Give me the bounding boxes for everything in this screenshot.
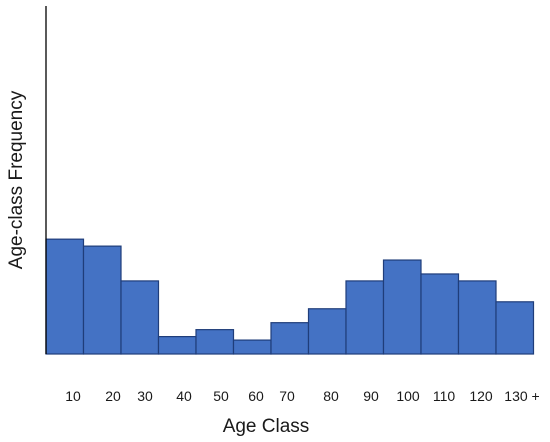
x-tick-label: 90 xyxy=(363,388,379,404)
bar-120 xyxy=(457,280,497,355)
x-tick-label: 100 xyxy=(396,388,420,404)
x-tick-label: 60 xyxy=(248,388,264,404)
x-tick-label: 110 xyxy=(433,388,456,404)
x-tick-label: 20 xyxy=(105,388,121,404)
x-axis-title: Age Class xyxy=(223,416,310,437)
bar-90 xyxy=(345,280,385,355)
bar-100 xyxy=(382,259,422,355)
x-tick-label: 70 xyxy=(279,388,295,404)
x-tick-labels: 10 20 30 40 50 60 70 80 90 100 110 120 130 + xyxy=(65,388,540,404)
bar-70 xyxy=(270,322,310,355)
x-tick-label: 80 xyxy=(323,388,339,404)
x-tick-label: 10 xyxy=(65,388,81,404)
x-tick-label: 130 + xyxy=(504,388,539,404)
bar-80 xyxy=(307,308,347,355)
bar-10 xyxy=(45,238,85,355)
bars-group xyxy=(45,238,535,355)
bar-130-plus xyxy=(495,301,535,355)
bar-50 xyxy=(195,329,235,355)
x-tick-label: 30 xyxy=(137,388,153,404)
bar-20 xyxy=(82,245,122,355)
x-tick-label: 50 xyxy=(213,388,229,404)
x-tick-label: 120 xyxy=(469,388,493,404)
bar-40 xyxy=(157,336,197,355)
bar-110 xyxy=(420,273,460,355)
bar-30 xyxy=(120,280,160,355)
y-axis-title: Age-class Frequency xyxy=(6,90,27,269)
x-tick-label: 40 xyxy=(176,388,192,404)
bar-60 xyxy=(232,339,272,355)
